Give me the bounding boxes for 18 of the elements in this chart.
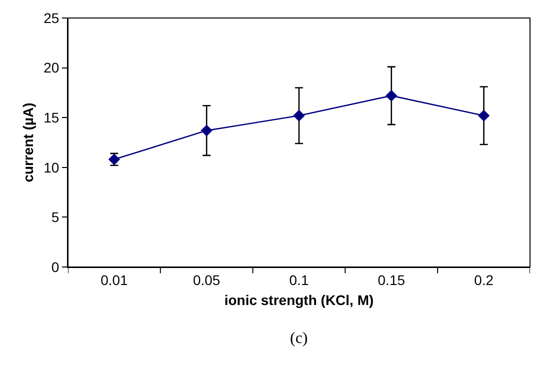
y-tick-label: 10 bbox=[44, 159, 60, 176]
text: (c) bbox=[290, 330, 308, 347]
point bbox=[200, 124, 212, 136]
point bbox=[293, 110, 305, 122]
y-tick-label: 25 bbox=[44, 10, 60, 26]
x-tick-label: 0.01 bbox=[100, 272, 128, 288]
y-tick-label: 5 bbox=[51, 209, 60, 226]
x-tick-label: 0.1 bbox=[289, 272, 309, 288]
y-tick-label: 0 bbox=[51, 258, 60, 275]
x-tick-label: 0.15 bbox=[378, 272, 406, 288]
y-tick-label: 20 bbox=[44, 60, 60, 76]
x-axis-title: ionic strength (KCl, M) bbox=[224, 292, 374, 308]
x-tick-label: 0.05 bbox=[192, 272, 220, 288]
x-tick-label: 0.2 bbox=[474, 272, 494, 288]
point bbox=[386, 90, 398, 102]
y-axis-title: current (µA) bbox=[20, 102, 36, 182]
y-tick-label: 15 bbox=[44, 110, 60, 126]
point bbox=[478, 110, 490, 122]
